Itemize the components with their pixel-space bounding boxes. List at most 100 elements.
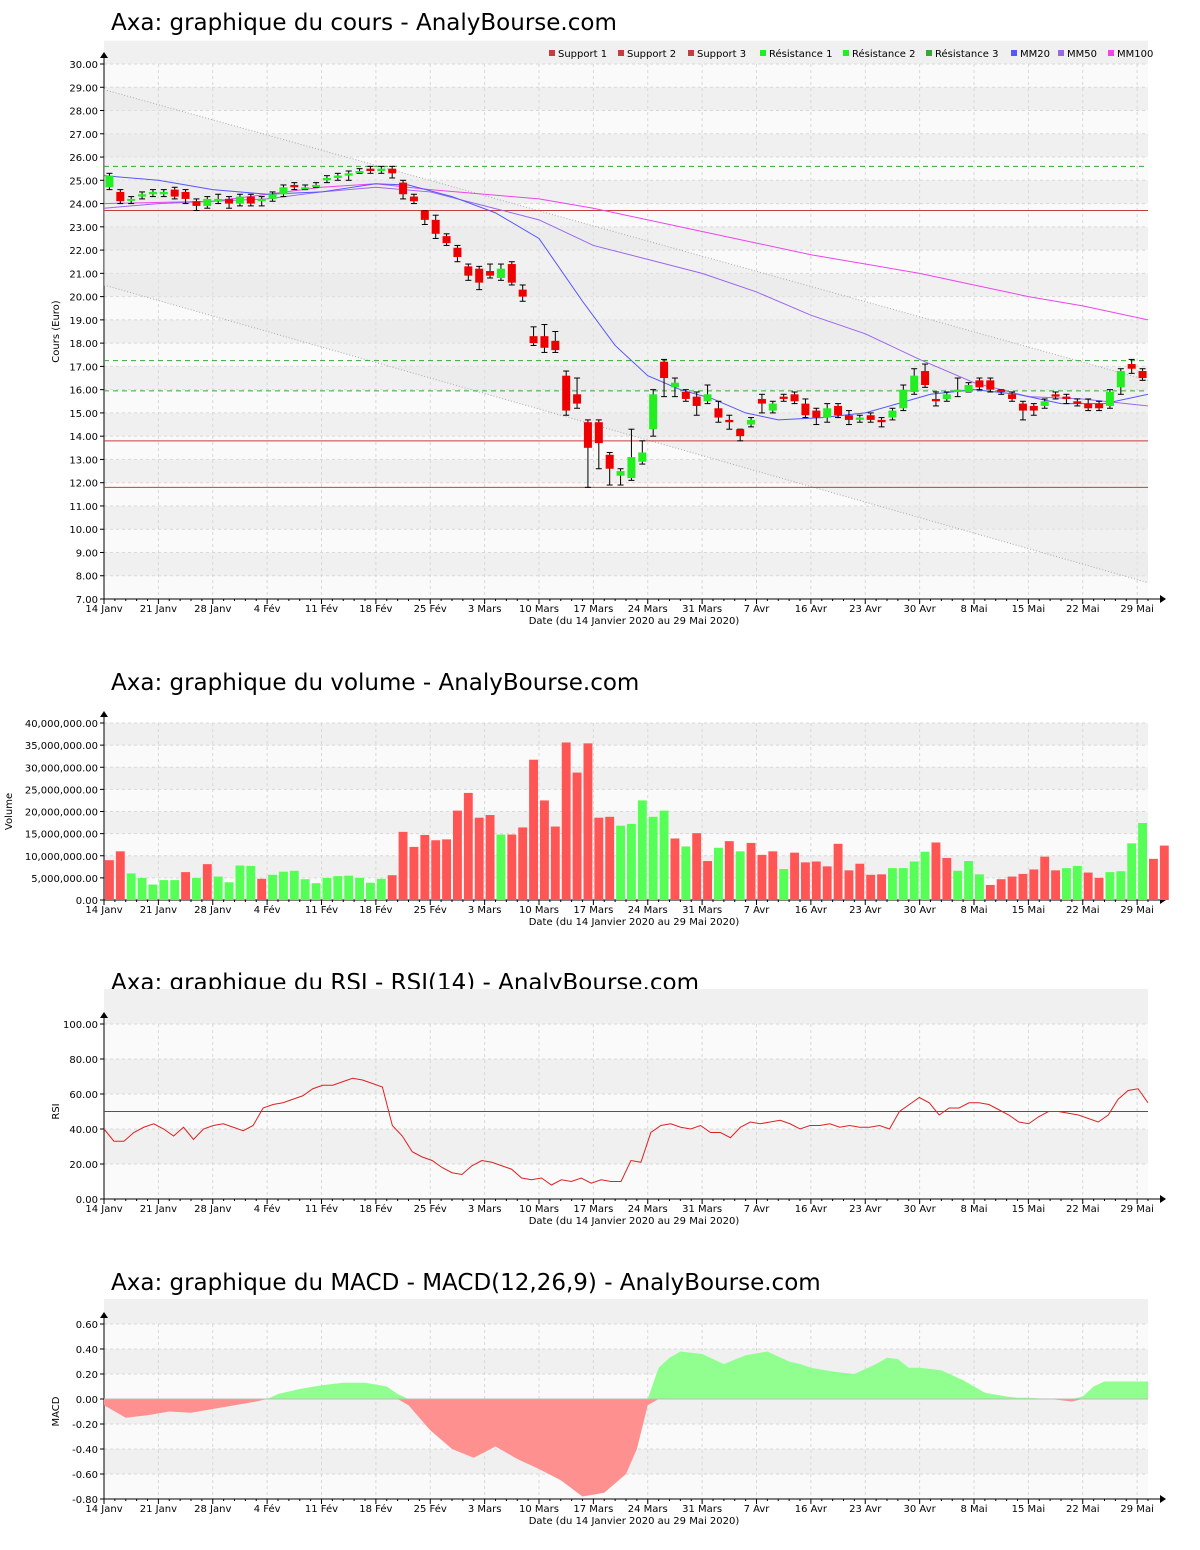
volume-xtick-label: 23 Avr bbox=[849, 905, 882, 916]
candle-body bbox=[638, 452, 647, 462]
macd-chart-panel: Axa: graphique du MACD - MACD(12,26,9) -… bbox=[0, 1260, 1200, 1550]
price-grid-band bbox=[104, 412, 1148, 437]
price-xtick-label: 8 Mai bbox=[960, 604, 987, 615]
volume-bar bbox=[344, 875, 354, 900]
candle-body bbox=[942, 394, 951, 399]
volume-bar bbox=[898, 868, 908, 900]
legend-swatch bbox=[926, 50, 932, 56]
price-channel-lower bbox=[103, 284, 1149, 584]
candle-body bbox=[562, 375, 571, 411]
volume-bar bbox=[181, 872, 190, 900]
candle-body bbox=[910, 375, 919, 392]
legend-swatch bbox=[549, 50, 555, 56]
candle-body bbox=[692, 396, 701, 406]
candle-body bbox=[844, 415, 853, 420]
volume-ytick-label: 5,000,000.00 bbox=[31, 874, 98, 885]
price-grid-band bbox=[104, 40, 1148, 64]
price-xtick-label: 11 Fév bbox=[305, 603, 338, 615]
volume-bar bbox=[463, 792, 473, 900]
volume-bar bbox=[474, 817, 484, 900]
candle-body bbox=[159, 191, 168, 195]
volume-bar bbox=[1018, 873, 1028, 900]
candle-body bbox=[529, 336, 538, 344]
volume-bar bbox=[670, 838, 680, 900]
price-xtick-label: 16 Avr bbox=[795, 604, 828, 615]
candle-body bbox=[312, 184, 321, 187]
candle-body bbox=[225, 198, 234, 204]
candle-body bbox=[1051, 394, 1060, 397]
rsi-xtick-label: 4 Fév bbox=[254, 1203, 281, 1215]
macd-grid-band bbox=[104, 1349, 1148, 1374]
macd-xtick-label: 30 Avr bbox=[904, 1504, 937, 1515]
rsi-xtick-label: 31 Mars bbox=[682, 1204, 722, 1215]
candle-body bbox=[1040, 401, 1049, 406]
candle-body bbox=[953, 389, 962, 392]
volume-ytick-label: 20,000,000.00 bbox=[25, 808, 98, 819]
volume-bar bbox=[1051, 870, 1060, 900]
macd-ytick-label: 0.40 bbox=[76, 1345, 98, 1356]
candle-body bbox=[834, 405, 843, 416]
price-xtick-label: 4 Fév bbox=[254, 603, 281, 615]
volume-bar bbox=[126, 873, 136, 900]
price-ytick-label: 25.00 bbox=[69, 176, 98, 187]
volume-bar bbox=[333, 876, 343, 900]
rsi-line bbox=[103, 1077, 1149, 1186]
legend-item: Support 2 bbox=[627, 49, 676, 60]
price-grid-band bbox=[104, 459, 1148, 483]
price-xtick-label: 22 Mai bbox=[1066, 604, 1099, 615]
candle-body bbox=[486, 271, 495, 276]
candle-body bbox=[192, 201, 201, 206]
candle-body bbox=[931, 398, 940, 402]
macd-xtick-label: 7 Avr bbox=[744, 1504, 771, 1515]
price-ytick-label: 16.00 bbox=[69, 386, 98, 397]
candle-body bbox=[975, 380, 984, 388]
price-xtick-label: 30 Avr bbox=[904, 604, 937, 615]
candle-body bbox=[279, 187, 288, 195]
candle-body bbox=[377, 168, 386, 171]
macd-xtick-label: 28 Janv bbox=[194, 1504, 231, 1515]
price-grid-band bbox=[104, 87, 1148, 111]
candle-body bbox=[757, 398, 766, 404]
volume-xtick-label: 8 Mai bbox=[960, 905, 987, 916]
volume-bar bbox=[855, 863, 865, 900]
rsi-xtick-label: 24 Mars bbox=[628, 1204, 668, 1215]
volume-bar bbox=[790, 852, 799, 900]
candle-body bbox=[1018, 403, 1027, 411]
candle-body bbox=[583, 422, 592, 448]
volume-bar bbox=[931, 842, 941, 900]
volume-xtick-label: 21 Janv bbox=[140, 905, 177, 916]
volume-ytick-label: 15,000,000.00 bbox=[25, 830, 98, 841]
volume-xtick-label: 10 Mars bbox=[519, 905, 559, 916]
candle-body bbox=[725, 419, 734, 423]
legend-item: Support 1 bbox=[558, 49, 607, 60]
volume-xaxis-label: Date (du 14 Janvier 2020 au 29 Mai 2020) bbox=[529, 917, 740, 928]
rsi-xtick-label: 10 Mars bbox=[519, 1204, 559, 1215]
rsi-yaxis-label: RSI bbox=[51, 1103, 62, 1119]
volume-bar bbox=[583, 743, 593, 900]
volume-xtick-label: 16 Avr bbox=[795, 905, 828, 916]
rsi-xtick-label: 14 Janv bbox=[85, 1204, 122, 1215]
candle-body bbox=[551, 340, 560, 351]
legend-item: MM20 bbox=[1020, 49, 1050, 60]
rsi-ytick-label: 20.00 bbox=[69, 1160, 98, 1171]
volume-bar bbox=[964, 861, 973, 900]
volume-bar bbox=[409, 846, 419, 900]
volume-bar bbox=[202, 864, 212, 900]
rsi-grid-band bbox=[104, 1059, 1148, 1094]
volume-bar bbox=[627, 823, 636, 900]
macd-yaxis-label: MACD bbox=[51, 1396, 62, 1426]
volume-bar bbox=[811, 861, 821, 900]
candle-body bbox=[105, 175, 114, 188]
rsi-xtick-label: 7 Avr bbox=[744, 1204, 771, 1215]
volume-ytick-label: 0.00 bbox=[76, 896, 98, 907]
volume-bar bbox=[1116, 871, 1126, 900]
price-ytick-label: 14.00 bbox=[69, 432, 98, 443]
volume-bar bbox=[529, 759, 538, 900]
macd-ytick-label: -0.40 bbox=[72, 1445, 98, 1456]
volume-bar bbox=[1149, 858, 1158, 900]
price-ytick-label: 10.00 bbox=[69, 525, 98, 536]
volume-xtick-label: 14 Janv bbox=[85, 905, 122, 916]
volume-xtick-label: 3 Mars bbox=[468, 905, 502, 916]
macd-xtick-label: 25 Fév bbox=[414, 1503, 447, 1515]
price-xaxis-arrow bbox=[1160, 595, 1166, 603]
